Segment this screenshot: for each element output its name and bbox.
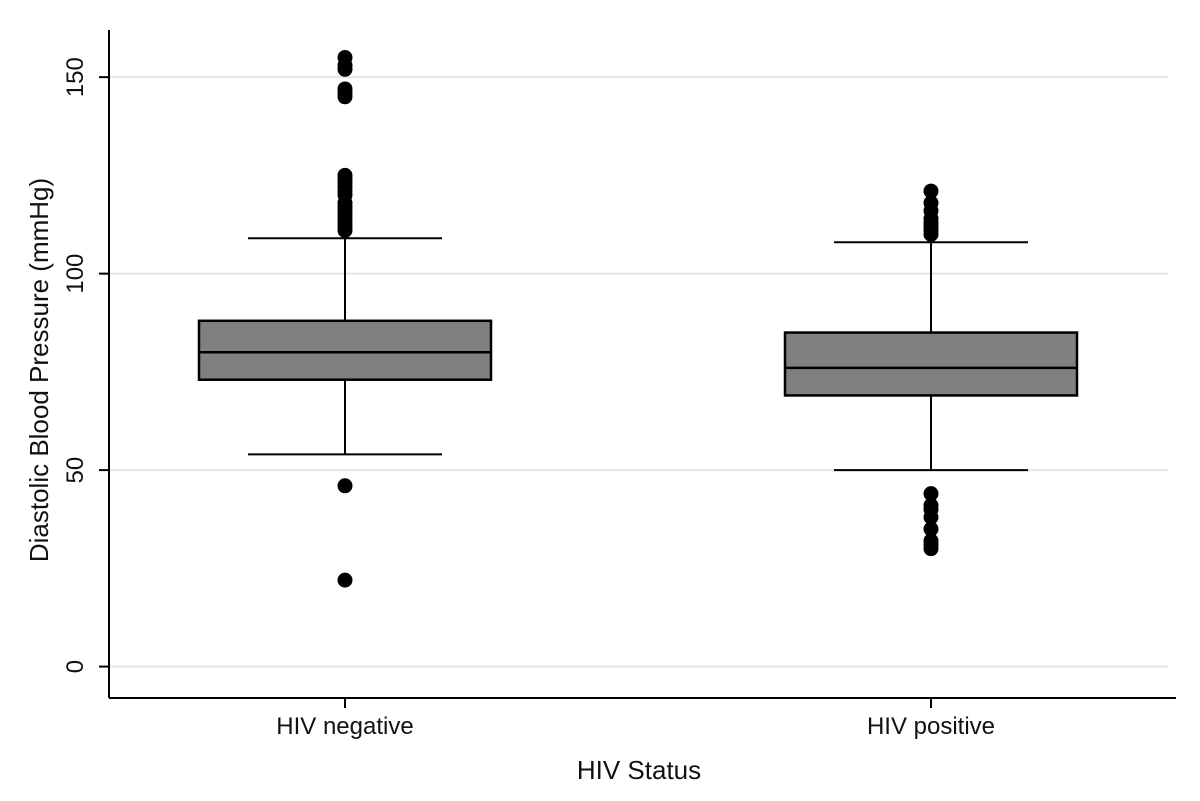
y-axis-title: Diastolic Blood Pressure (mmHg) <box>24 178 54 562</box>
y-tick-label-0: 0 <box>62 660 89 673</box>
outlier-point <box>337 478 353 494</box>
x-tick-label-hiv-negative: HIV negative <box>276 713 413 740</box>
outlier-point <box>923 183 939 199</box>
y-tick-label-100: 100 <box>62 254 89 294</box>
outlier-point <box>337 572 353 588</box>
axes: 0 50 100 150 HIV negative HIV positive <box>62 30 1176 740</box>
outlier-point <box>923 497 939 513</box>
y-tick-label-150: 150 <box>62 57 89 97</box>
outlier-point <box>923 521 939 537</box>
outlier-point <box>923 486 939 502</box>
box-plot-series <box>197 50 1079 588</box>
outlier-point <box>923 533 939 549</box>
outlier-point <box>337 167 353 183</box>
outlier-point <box>923 195 939 211</box>
outlier-point <box>337 50 353 66</box>
interquartile-box <box>783 331 1079 397</box>
outlier-point <box>337 81 353 97</box>
y-tick-label-50: 50 <box>62 457 89 484</box>
box-hiv-negative <box>197 50 493 588</box>
interquartile-box <box>197 319 493 381</box>
x-axis-title: HIV Status <box>577 755 701 785</box>
box-hiv-positive <box>783 183 1079 557</box>
x-tick-label-hiv-positive: HIV positive <box>867 713 995 740</box>
